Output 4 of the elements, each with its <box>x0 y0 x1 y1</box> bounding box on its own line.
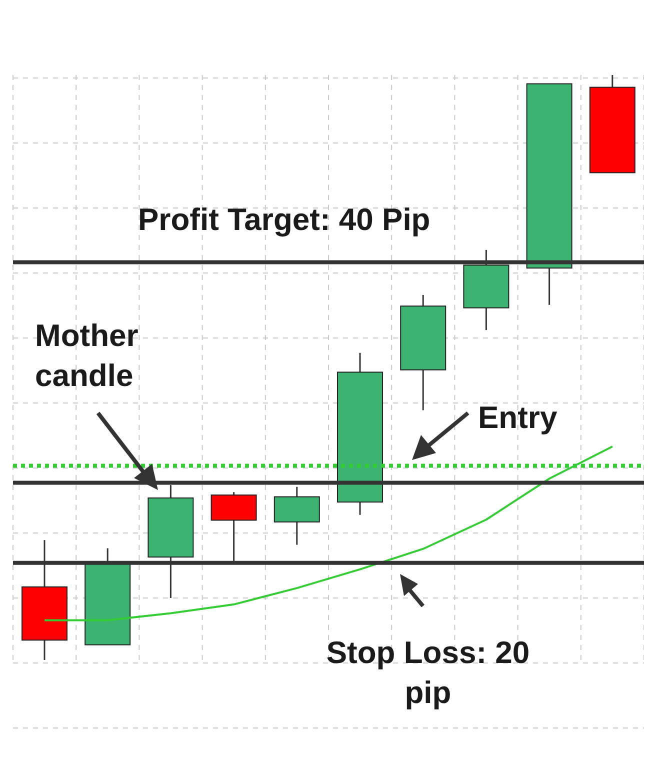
annotation: Mother candle <box>35 317 140 395</box>
annotation: Entry <box>478 399 558 437</box>
annotation: Profit Target: 40 Pip <box>138 201 432 239</box>
annotation: Stop Loss: 20 pip <box>325 634 531 712</box>
